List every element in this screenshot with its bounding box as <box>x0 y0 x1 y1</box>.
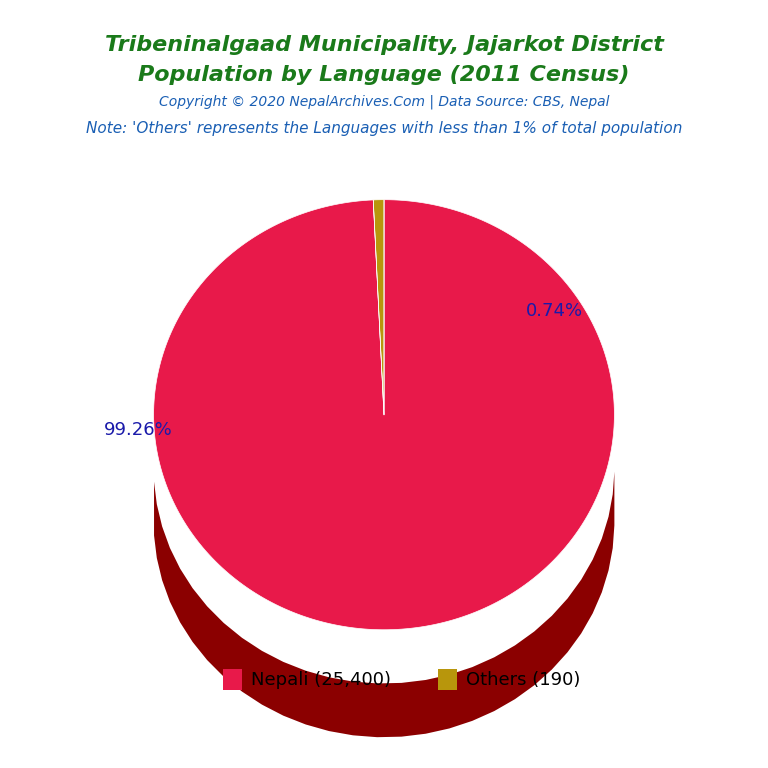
Text: Population by Language (2011 Census): Population by Language (2011 Census) <box>138 65 630 85</box>
Text: Others (190): Others (190) <box>466 670 581 689</box>
Text: Tribeninalgaad Municipality, Jajarkot District: Tribeninalgaad Municipality, Jajarkot Di… <box>104 35 664 55</box>
Text: Note: 'Others' represents the Languages with less than 1% of total population: Note: 'Others' represents the Languages … <box>86 121 682 136</box>
Text: Copyright © 2020 NepalArchives.Com | Data Source: CBS, Nepal: Copyright © 2020 NepalArchives.Com | Dat… <box>159 94 609 109</box>
FancyBboxPatch shape <box>223 669 242 690</box>
FancyBboxPatch shape <box>438 669 457 690</box>
Polygon shape <box>154 200 614 630</box>
Text: 99.26%: 99.26% <box>104 421 173 439</box>
Text: 0.74%: 0.74% <box>526 302 583 320</box>
Polygon shape <box>154 472 614 737</box>
Polygon shape <box>373 200 384 415</box>
Text: Nepali (25,400): Nepali (25,400) <box>251 670 391 689</box>
